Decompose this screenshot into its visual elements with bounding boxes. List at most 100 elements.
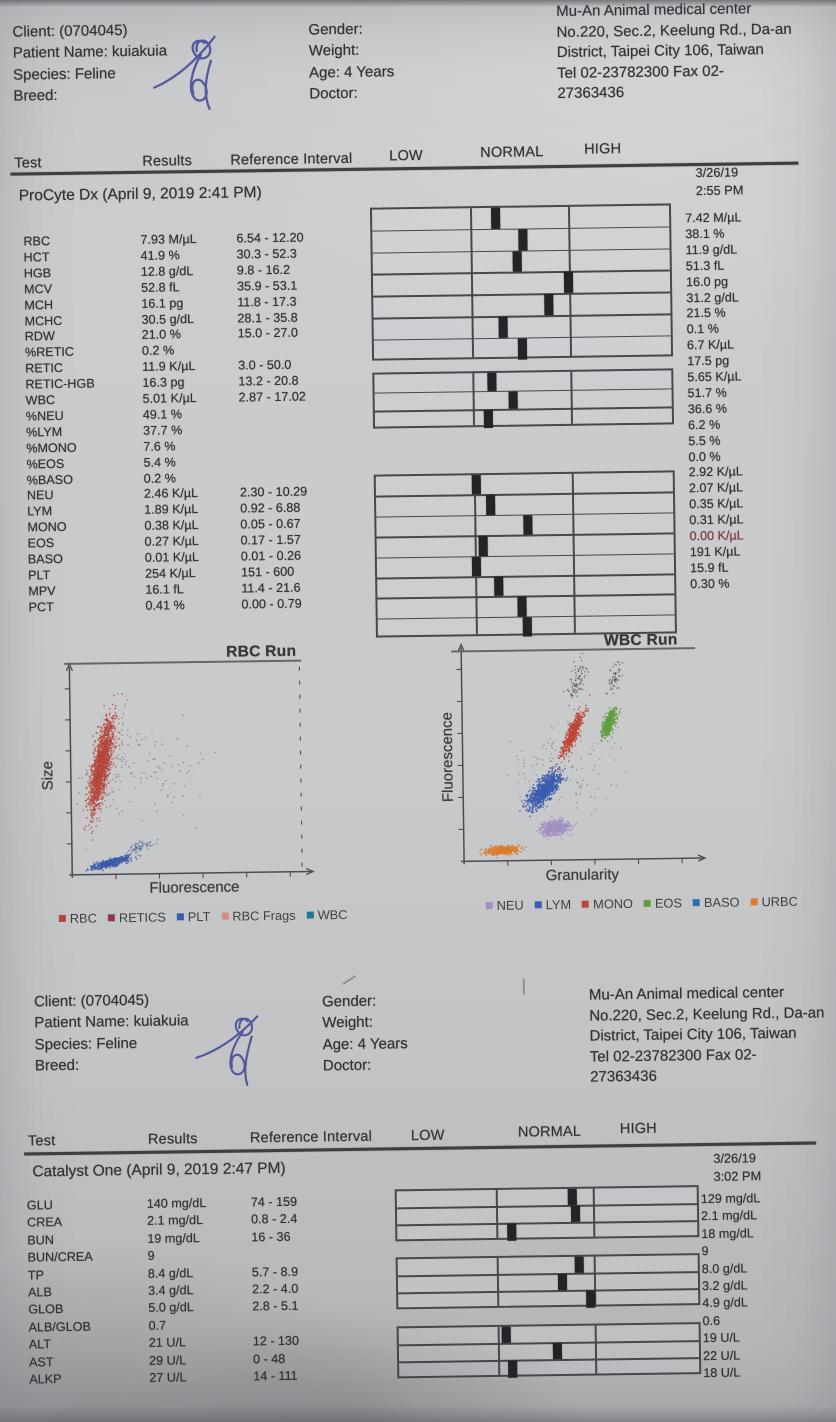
patient-extra-line: Doctor:	[322, 1056, 372, 1075]
range-bar-separator	[398, 1288, 699, 1295]
result-value: 2.1 mg/dL	[146, 1213, 204, 1229]
legend-label: EOS	[654, 895, 683, 911]
result-value: 0.2 %	[143, 470, 177, 486]
test-name: GLU	[26, 1198, 53, 1213]
reference-interval: 13.2 - 20.8	[238, 373, 299, 389]
result-value: 49.1 %	[142, 407, 183, 422]
result-value: 0.27 K/µL	[144, 534, 199, 549]
result-value: 0.41 %	[145, 597, 185, 613]
reference-interval: 0.17 - 1.57	[240, 532, 301, 548]
wbc-cluster-noise-upper-left	[562, 652, 590, 711]
result-marker	[494, 576, 504, 597]
result-marker	[490, 207, 500, 229]
reference-interval: 0.01 - 0.26	[240, 548, 302, 564]
range-bar-group	[373, 470, 677, 638]
legend-swatch-icon	[750, 898, 758, 906]
previous-value: 15.9 fL	[689, 560, 729, 575]
previous-value: 19 U/L	[702, 1330, 740, 1346]
test-name: WBC	[25, 393, 56, 408]
signature-ink	[153, 35, 216, 111]
previous-value: 191 K/µL	[689, 544, 741, 560]
patient-info-line: Patient Name: kuiakuia	[34, 1012, 189, 1032]
result-value: 0.2 %	[141, 343, 175, 359]
previous-run-date: 3/26/19	[713, 1150, 757, 1166]
result-value: 29 U/L	[148, 1352, 187, 1368]
result-value: 0.38 K/µL	[144, 518, 199, 533]
result-value: 2.46 K/µL	[143, 486, 199, 502]
signature-ink	[195, 1015, 259, 1087]
result-marker	[586, 1290, 596, 1308]
patient-extra-line: Age: 4 Years	[322, 1034, 408, 1054]
reference-interval: 28.1 - 35.8	[237, 310, 298, 325]
result-value: 9	[147, 1248, 155, 1264]
rbc-cluster-plt	[85, 853, 142, 872]
test-name: MONO	[27, 520, 67, 535]
range-bar-group	[394, 1185, 700, 1241]
previous-value: 18 mg/dL	[701, 1226, 754, 1241]
reference-interval: 2.87 - 17.02	[238, 389, 306, 405]
reference-interval: 2.2 - 4.0	[251, 1281, 299, 1297]
previous-value: 4.9 g/dL	[702, 1295, 748, 1311]
result-value: 41.9 %	[140, 248, 180, 263]
wbc-cluster-neu	[535, 816, 578, 840]
result-value: 21 U/L	[148, 1335, 187, 1351]
previous-value: 6.2 %	[687, 417, 721, 432]
legend-label: NEU	[496, 897, 524, 913]
low-normal-divider	[496, 1257, 500, 1306]
low-normal-divider	[495, 1189, 499, 1238]
result-marker	[486, 495, 496, 515]
reference-interval: 11.4 - 21.6	[241, 580, 301, 596]
range-bar-group	[395, 1253, 701, 1309]
reference-interval: 9.8 - 16.2	[236, 262, 291, 278]
rbc-cluster-plt-tail	[126, 838, 159, 856]
previous-value: 0.31 K/µL	[689, 512, 744, 528]
legend-swatch-icon	[58, 914, 66, 923]
test-name: BASO	[27, 551, 63, 567]
test-name: BUN	[27, 1232, 55, 1248]
reference-interval: 0.05 - 0.67	[240, 516, 301, 532]
previous-value: 0.35 K/µL	[689, 496, 744, 512]
wbc-cluster-noise-sparse	[506, 721, 627, 815]
previous-value: 0.1 %	[686, 322, 720, 337]
reference-interval: 15.0 - 27.0	[237, 326, 299, 341]
result-marker	[558, 1274, 568, 1291]
result-value: 0.7	[148, 1318, 167, 1333]
previous-value: 3.2 g/dL	[701, 1278, 748, 1294]
test-name: BUN/CREA	[27, 1249, 93, 1265]
previous-value: 7.42 M/µL	[685, 210, 742, 226]
result-value: 140 mg/dL	[146, 1196, 207, 1211]
result-value: 16.1 fL	[145, 582, 184, 597]
result-value: 12.8 g/dL	[140, 263, 194, 279]
clinic-info-block: Mu-An Animal medical center No.220, Sec.2…	[589, 982, 826, 1088]
rbc-cluster-debris	[76, 714, 216, 829]
result-value: 27 U/L	[149, 1370, 187, 1385]
previous-value: 22 U/L	[702, 1348, 741, 1363]
result-value: 16.1 pg	[141, 295, 184, 311]
clinic-info-line: District, Taipei City 106, Taiwan	[589, 1024, 797, 1045]
legend-swatch-icon	[306, 911, 314, 919]
test-name: PLT	[27, 568, 51, 583]
test-name: %NEU	[25, 408, 64, 424]
range-bar-group	[396, 1322, 702, 1378]
test-name: %MONO	[26, 440, 77, 456]
reference-interval: 0.92 - 6.88	[240, 500, 301, 516]
previous-value: 17.5 pg	[687, 353, 730, 369]
test-name: %EOS	[26, 456, 65, 472]
legend-item: PLT	[176, 909, 210, 924]
result-marker	[574, 1256, 585, 1274]
test-name: RBC	[23, 234, 51, 249]
result-marker	[523, 617, 533, 637]
legend-item: RBC	[58, 911, 97, 927]
result-value: 254 K/µL	[144, 565, 196, 581]
range-bar-group	[372, 368, 675, 429]
low-normal-divider	[497, 1326, 501, 1375]
legend-swatch-icon	[221, 912, 229, 920]
test-name: ALT	[28, 1337, 52, 1352]
result-value: 1.89 K/µL	[144, 502, 199, 518]
wbc-run-xaxis-label: Granularity	[545, 866, 620, 885]
legend-label: MONO	[593, 896, 634, 912]
previous-value: 2.07 K/µL	[688, 480, 744, 496]
test-name: RETIC-HGB	[25, 376, 95, 392]
test-name: HCT	[23, 249, 50, 265]
